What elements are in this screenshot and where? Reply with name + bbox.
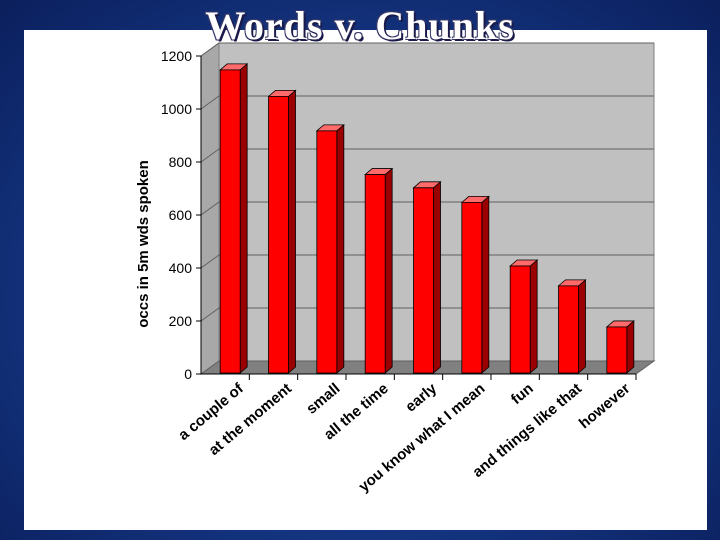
y-tick-label: 400: [169, 260, 193, 276]
bars: [219, 63, 635, 374]
y-axis-ticks: 0 200 400 600 800 1000 1200: [161, 48, 202, 382]
x-category-label: fun: [508, 380, 537, 408]
bar-front: [558, 285, 579, 374]
y-tick-label: 1000: [161, 101, 192, 117]
x-category-label: at the moment: [206, 380, 295, 459]
bar: [219, 63, 249, 374]
gridline-side: [200, 42, 220, 57]
gridline-side: [200, 254, 220, 269]
y-tick-label: 200: [169, 313, 193, 329]
bar-front: [268, 96, 289, 374]
bar-front: [509, 265, 531, 374]
bar: [364, 167, 394, 374]
bar-side: [288, 89, 296, 374]
bar-side: [481, 195, 490, 374]
x-category-label: small: [303, 380, 343, 418]
bar-side: [433, 180, 441, 374]
y-tick-label: 1200: [161, 48, 192, 64]
bar-side: [529, 259, 538, 374]
y-axis-title: occs in 5m wds spoken: [135, 160, 152, 328]
bar-front: [316, 130, 338, 374]
gridline-side: [200, 148, 220, 163]
bar: [605, 320, 635, 374]
chart-panel: 0 200 400 600 800 1000 1200 a couple of at the …: [24, 30, 707, 530]
slide-title: Words v. Chunks: [205, 3, 515, 48]
bar-side: [336, 123, 345, 374]
bar: [460, 195, 490, 374]
bar: [412, 180, 442, 374]
bar-front: [219, 69, 241, 374]
x-category-label: however: [576, 380, 634, 432]
y-tick-label: 800: [169, 154, 193, 170]
y-tick-label: 600: [169, 207, 193, 223]
bar-side: [239, 63, 248, 374]
gridline-side: [200, 307, 220, 322]
x-category-label: early: [402, 380, 440, 416]
bar-front: [364, 174, 386, 374]
bar: [509, 259, 539, 374]
gridline-side: [200, 95, 220, 110]
bar: [557, 279, 587, 374]
y-tick-label: 0: [184, 366, 192, 382]
bar: [315, 123, 345, 374]
bar-side: [384, 167, 393, 374]
gridline-side: [200, 201, 220, 216]
bar-side: [578, 279, 586, 374]
bar: [267, 89, 297, 374]
bar-front: [606, 326, 628, 374]
bar-side: [626, 320, 635, 374]
bar-front: [413, 187, 434, 374]
bar-front: [461, 201, 483, 374]
